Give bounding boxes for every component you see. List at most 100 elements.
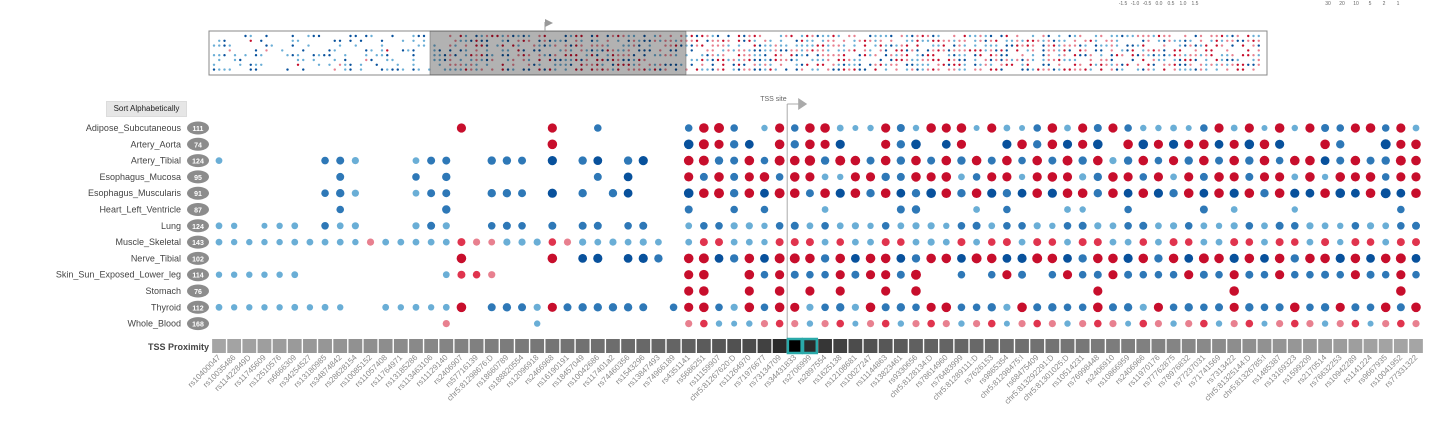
eqtl-bubble[interactable]	[533, 303, 541, 311]
eqtl-bubble[interactable]	[881, 222, 890, 230]
eqtl-bubble[interactable]	[1395, 253, 1406, 264]
eqtl-bubble[interactable]	[1018, 222, 1026, 230]
eqtl-bubble[interactable]	[1261, 125, 1268, 131]
eqtl-bubble[interactable]	[700, 222, 708, 230]
eqtl-bubble[interactable]	[1350, 188, 1360, 198]
eqtl-bubble[interactable]	[714, 172, 724, 182]
eqtl-bubble[interactable]	[518, 189, 527, 198]
eqtl-bubble[interactable]	[1108, 123, 1118, 133]
eqtl-bubble[interactable]	[1320, 156, 1330, 166]
eqtl-bubble[interactable]	[1230, 320, 1238, 328]
eqtl-bubble[interactable]	[775, 222, 784, 230]
eqtl-bubble[interactable]	[1093, 155, 1103, 166]
eqtl-bubble[interactable]	[1002, 270, 1012, 280]
eqtl-bubble[interactable]	[547, 302, 557, 312]
eqtl-bubble[interactable]	[1064, 206, 1071, 213]
eqtl-bubble[interactable]	[518, 222, 526, 230]
eqtl-bubble[interactable]	[730, 303, 738, 311]
eqtl-bubble[interactable]	[1260, 189, 1269, 198]
eqtl-bubble[interactable]	[699, 188, 709, 198]
eqtl-bubble[interactable]	[835, 270, 845, 280]
eqtl-bubble[interactable]	[957, 270, 966, 279]
eqtl-bubble[interactable]	[1138, 139, 1149, 150]
eqtl-bubble[interactable]	[1336, 320, 1344, 328]
eqtl-bubble[interactable]	[1019, 125, 1026, 131]
eqtl-bubble[interactable]	[1170, 173, 1177, 181]
eqtl-bubble[interactable]	[1017, 302, 1027, 313]
eqtl-bubble[interactable]	[1170, 124, 1177, 132]
eqtl-bubble[interactable]	[836, 303, 845, 312]
eqtl-bubble[interactable]	[412, 157, 420, 165]
eqtl-bubble[interactable]	[941, 123, 951, 133]
eqtl-bubble[interactable]	[1230, 238, 1239, 247]
eqtl-bubble[interactable]	[1169, 238, 1178, 247]
eqtl-bubble[interactable]	[1064, 238, 1071, 246]
eqtl-bubble[interactable]	[352, 238, 359, 246]
eqtl-bubble[interactable]	[685, 222, 693, 230]
eqtl-bubble[interactable]	[1139, 303, 1147, 311]
eqtl-bubble[interactable]	[548, 221, 557, 230]
eqtl-bubble[interactable]	[729, 254, 739, 263]
eqtl-bubble[interactable]	[957, 254, 966, 263]
eqtl-bubble[interactable]	[1336, 156, 1345, 165]
eqtl-bubble[interactable]	[789, 172, 800, 182]
eqtl-bubble[interactable]	[456, 253, 467, 264]
eqtl-bubble[interactable]	[1078, 238, 1087, 247]
eqtl-bubble[interactable]	[1047, 139, 1058, 150]
eqtl-bubble[interactable]	[1078, 123, 1088, 133]
eqtl-bubble[interactable]	[1155, 222, 1162, 230]
eqtl-bubble[interactable]	[699, 123, 709, 133]
eqtl-bubble[interactable]	[1260, 254, 1269, 263]
eqtl-bubble[interactable]	[1365, 172, 1376, 182]
eqtl-bubble[interactable]	[1123, 188, 1133, 198]
eqtl-bubble[interactable]	[791, 320, 799, 328]
eqtl-bubble[interactable]	[1124, 222, 1132, 230]
eqtl-bubble[interactable]	[1123, 156, 1133, 165]
eqtl-bubble[interactable]	[744, 302, 755, 313]
eqtl-bubble[interactable]	[1382, 222, 1390, 230]
eqtl-bubble[interactable]	[442, 172, 451, 182]
eqtl-bubble[interactable]	[1305, 188, 1315, 198]
eqtl-bubble[interactable]	[1260, 303, 1269, 312]
eqtl-bubble[interactable]	[927, 319, 935, 328]
eqtl-bubble[interactable]	[639, 303, 648, 312]
eqtl-bubble[interactable]	[1184, 303, 1193, 312]
eqtl-bubble[interactable]	[1184, 238, 1193, 246]
eqtl-bubble[interactable]	[1049, 222, 1056, 229]
tissue-row-label[interactable]: Thyroid 112	[151, 300, 209, 314]
eqtl-bubble[interactable]	[1396, 303, 1405, 312]
eqtl-bubble[interactable]	[291, 271, 299, 279]
eqtl-bubble[interactable]	[1214, 139, 1224, 149]
eqtl-bubble[interactable]	[1200, 238, 1208, 246]
tissue-row-label[interactable]: Whole_Blood 168	[127, 317, 209, 331]
eqtl-bubble[interactable]	[1048, 156, 1057, 165]
eqtl-bubble[interactable]	[835, 188, 845, 198]
eqtl-bubble[interactable]	[850, 188, 861, 198]
eqtl-bubble[interactable]	[1259, 139, 1270, 150]
eqtl-bubble[interactable]	[1321, 173, 1329, 181]
eqtl-bubble[interactable]	[1109, 222, 1117, 230]
eqtl-bubble[interactable]	[684, 302, 694, 312]
eqtl-bubble[interactable]	[655, 238, 662, 246]
eqtl-bubble[interactable]	[760, 188, 769, 198]
eqtl-bubble[interactable]	[700, 319, 708, 328]
eqtl-bubble[interactable]	[1365, 188, 1376, 198]
eqtl-bubble[interactable]	[805, 253, 815, 264]
eqtl-bubble[interactable]	[1321, 238, 1330, 247]
eqtl-bubble[interactable]	[1108, 172, 1118, 182]
eqtl-bubble[interactable]	[1032, 172, 1042, 182]
eqtl-bubble[interactable]	[593, 172, 602, 181]
eqtl-bubble[interactable]	[306, 238, 314, 246]
eqtl-bubble[interactable]	[1214, 172, 1224, 182]
eqtl-bubble[interactable]	[1047, 253, 1058, 264]
eqtl-bubble[interactable]	[321, 303, 329, 311]
eqtl-bubble[interactable]	[1275, 139, 1285, 149]
eqtl-bubble[interactable]	[1396, 123, 1406, 133]
eqtl-bubble[interactable]	[1078, 270, 1087, 279]
eqtl-bubble[interactable]	[911, 155, 921, 166]
eqtl-bubble[interactable]	[806, 222, 814, 230]
eqtl-bubble[interactable]	[1351, 303, 1360, 312]
eqtl-bubble[interactable]	[1003, 205, 1011, 214]
eqtl-bubble[interactable]	[578, 254, 588, 263]
eqtl-bubble[interactable]	[790, 270, 799, 279]
